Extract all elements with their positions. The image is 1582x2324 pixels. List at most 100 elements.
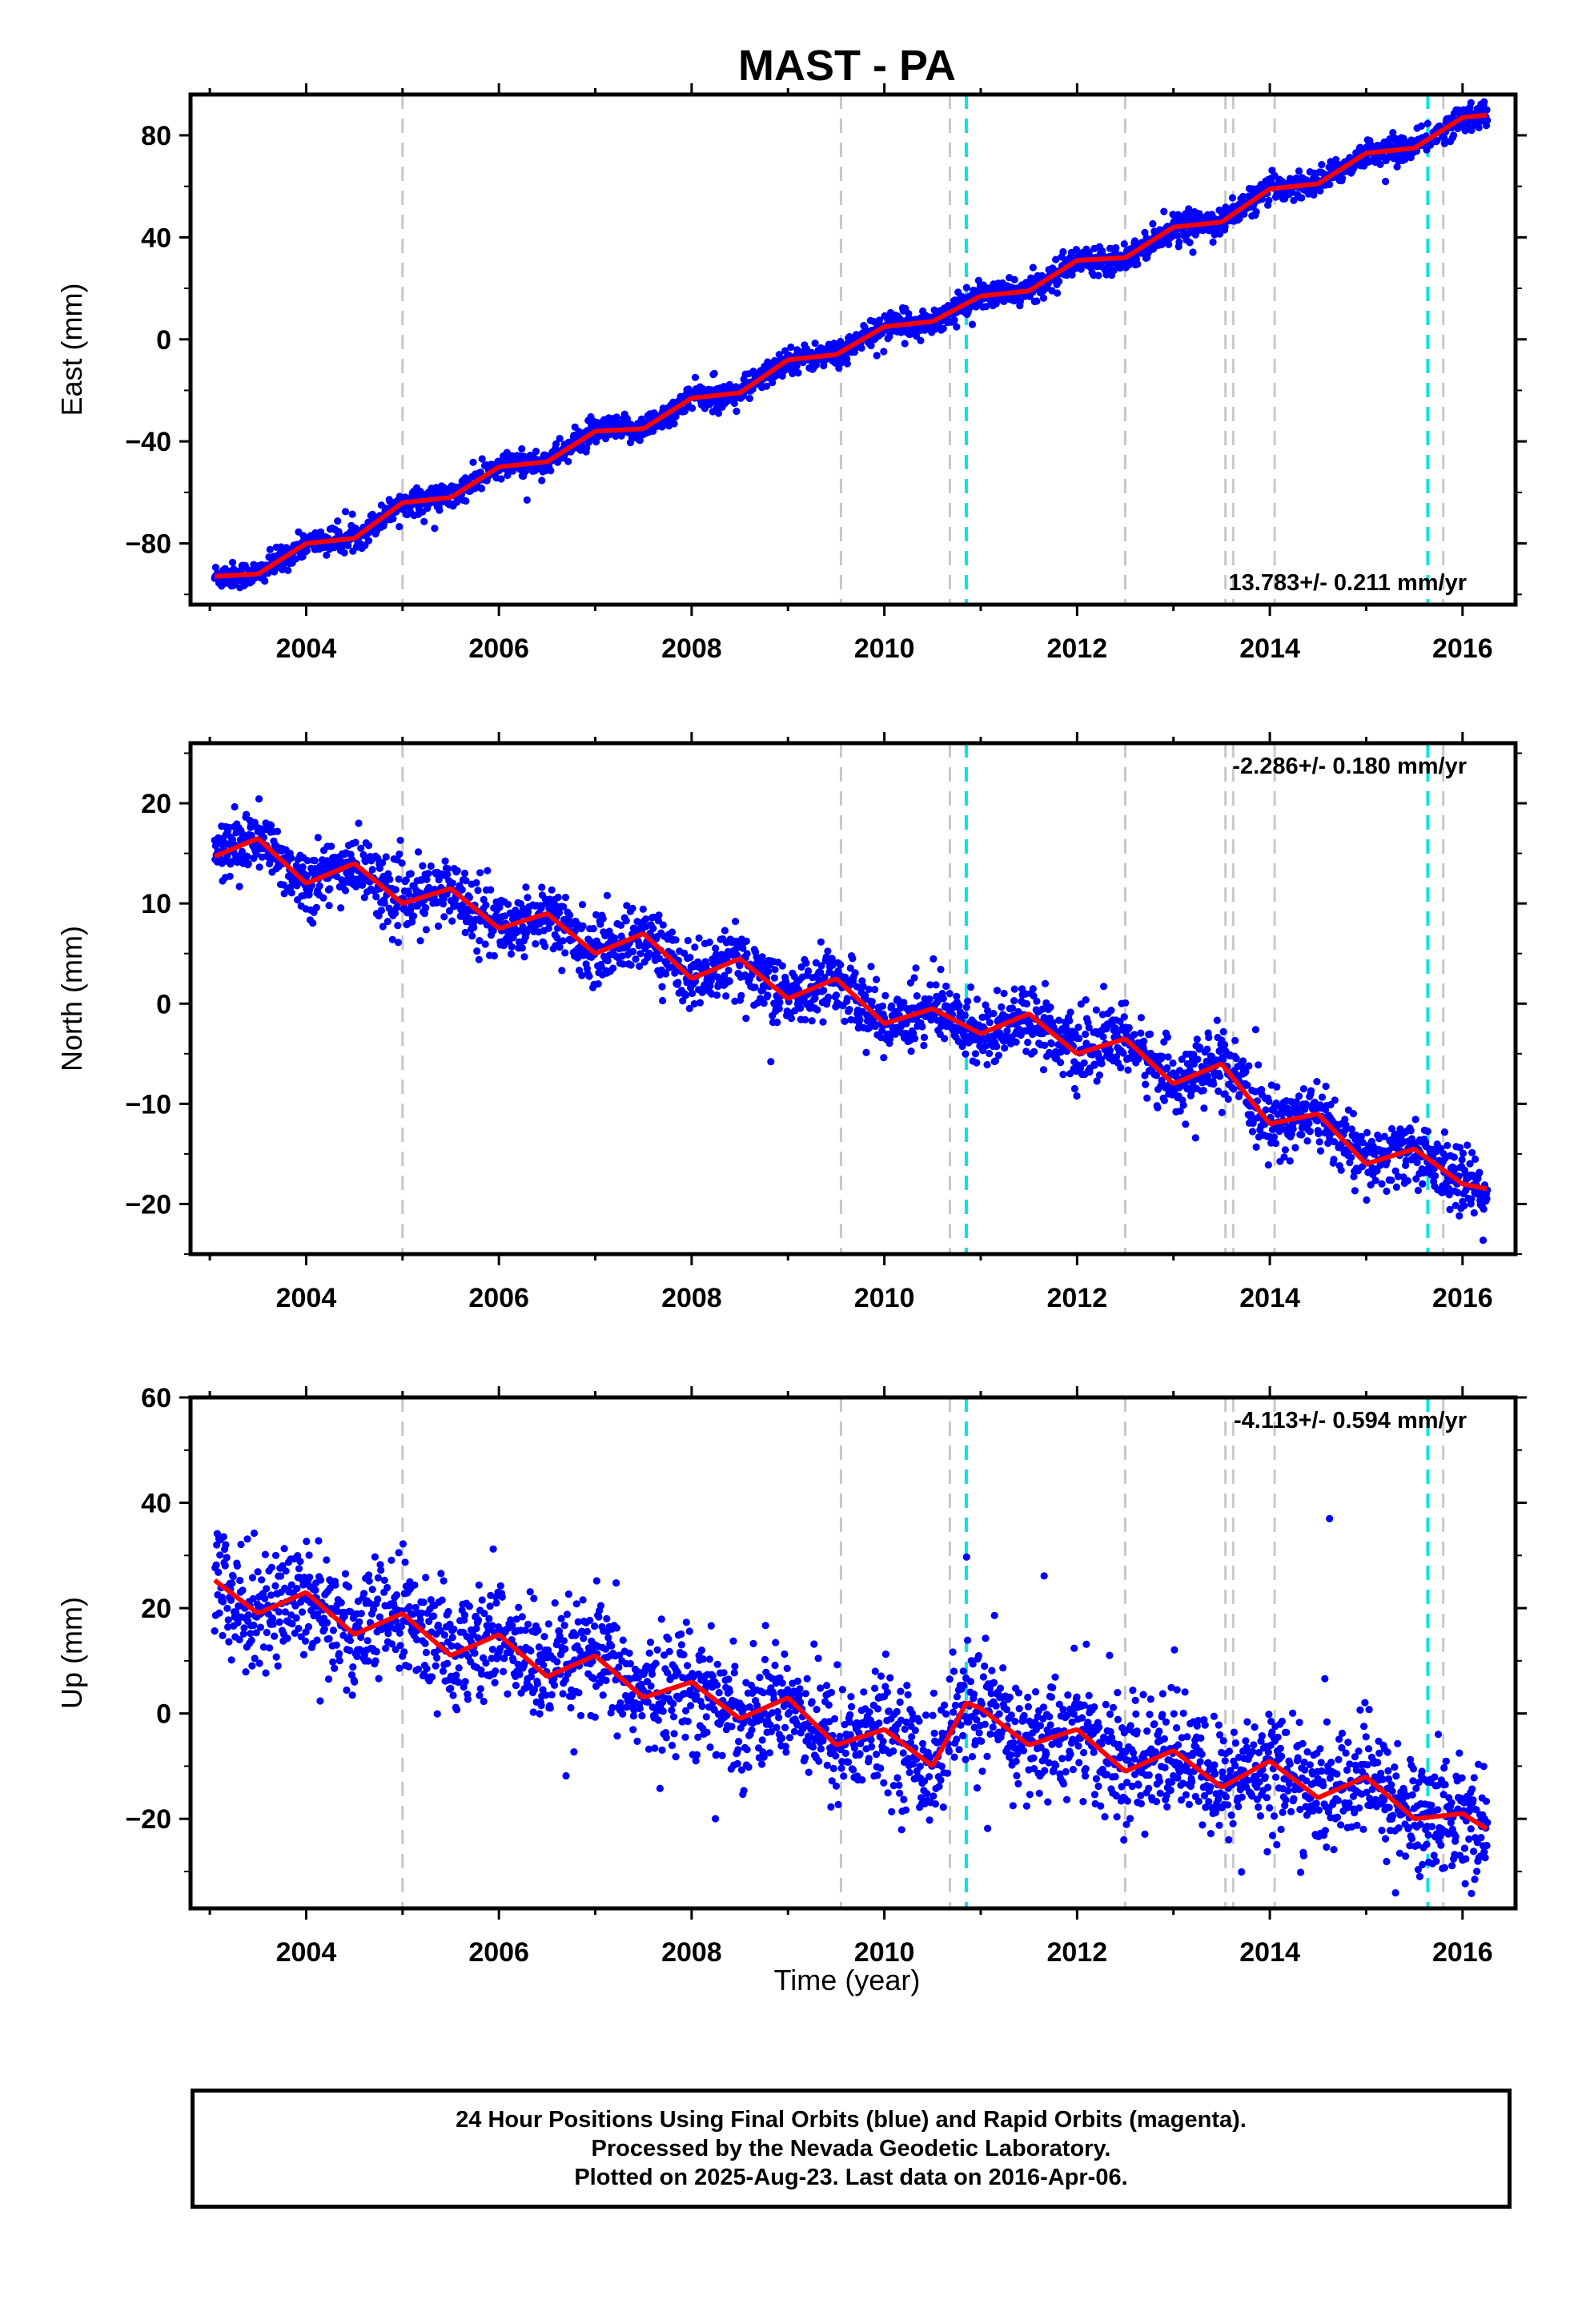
position-point <box>344 541 352 549</box>
position-point <box>1262 1106 1270 1114</box>
position-point <box>523 496 531 505</box>
position-point <box>1033 297 1041 305</box>
position-point <box>1077 265 1085 273</box>
position-point <box>424 870 432 878</box>
position-point <box>431 525 439 533</box>
position-point <box>686 954 694 962</box>
position-point <box>1001 1044 1009 1052</box>
position-point <box>1454 1188 1462 1196</box>
position-point <box>1041 979 1050 987</box>
position-point <box>476 869 484 877</box>
position-point <box>793 362 801 370</box>
position-point <box>382 853 390 861</box>
position-point <box>552 440 560 448</box>
position-point <box>250 1529 259 1538</box>
position-point <box>1117 1063 1125 1072</box>
position-point <box>1158 1052 1166 1060</box>
position-point <box>391 909 400 917</box>
position-point <box>1122 999 1130 1007</box>
y-tick-label: 10 <box>141 889 171 919</box>
position-point <box>556 943 564 951</box>
position-point <box>481 940 489 948</box>
position-point <box>900 999 908 1007</box>
position-point <box>247 831 255 839</box>
position-point <box>656 955 664 963</box>
position-point <box>476 937 484 945</box>
position-point <box>850 348 859 356</box>
position-point <box>1130 237 1139 245</box>
position-point <box>453 866 461 875</box>
position-point <box>395 875 403 883</box>
position-point <box>670 420 678 428</box>
position-point <box>702 961 710 969</box>
position-point <box>303 857 311 865</box>
velocity-label: -2.286+/- 0.180 mm/yr <box>1232 754 1467 779</box>
position-point <box>658 983 666 991</box>
position-point <box>589 925 597 933</box>
position-point <box>907 1047 915 1055</box>
position-point <box>1315 1138 1323 1146</box>
position-point <box>998 1003 1006 1011</box>
position-point <box>1068 271 1076 279</box>
position-point <box>578 901 587 909</box>
position-point <box>244 1611 252 1619</box>
position-point <box>478 455 486 463</box>
position-point <box>592 911 600 919</box>
position-point <box>1350 1172 1358 1180</box>
position-point <box>462 877 470 885</box>
position-point <box>558 967 566 975</box>
position-point <box>857 344 865 352</box>
position-point <box>926 981 934 989</box>
position-point <box>508 943 516 951</box>
position-point <box>690 999 698 1008</box>
position-point <box>659 996 667 1005</box>
position-point <box>458 886 466 894</box>
position-point <box>1298 194 1306 202</box>
position-point <box>1445 1184 1453 1192</box>
position-point <box>266 545 274 553</box>
position-point <box>1158 1076 1166 1084</box>
position-point <box>1460 1202 1468 1210</box>
position-point <box>1221 1041 1229 1049</box>
position-point <box>955 1002 963 1010</box>
position-point <box>1295 167 1303 175</box>
position-point <box>1107 1007 1115 1015</box>
x-tick-label: 2004 <box>276 633 337 664</box>
position-point <box>1024 1039 1032 1047</box>
position-point <box>400 903 408 911</box>
position-point <box>1185 205 1193 213</box>
position-point <box>1091 1060 1099 1068</box>
position-point <box>1483 106 1491 114</box>
position-point <box>689 404 697 412</box>
position-point <box>337 904 345 912</box>
position-point <box>1125 1023 1133 1031</box>
position-point <box>1305 1120 1313 1128</box>
position-point <box>1307 1087 1315 1095</box>
position-point <box>1411 1116 1419 1124</box>
position-point <box>252 1629 260 1637</box>
position-point <box>1475 123 1483 131</box>
position-point <box>961 1011 969 1019</box>
position-point <box>391 886 400 894</box>
position-point <box>926 995 934 1003</box>
position-point <box>691 943 699 951</box>
position-point <box>1038 1005 1046 1013</box>
position-point <box>1047 1039 1055 1047</box>
position-point <box>1057 1059 1065 1067</box>
position-point <box>878 1002 887 1010</box>
position-point <box>394 922 402 930</box>
position-point <box>773 1019 781 1027</box>
position-point <box>252 850 260 858</box>
model-fit-line <box>214 112 1488 579</box>
position-point <box>1149 219 1157 228</box>
position-point <box>380 899 388 907</box>
position-point <box>865 985 873 993</box>
position-point <box>383 918 391 926</box>
position-point <box>713 951 721 959</box>
position-point <box>764 967 773 975</box>
position-point <box>538 476 546 485</box>
position-point <box>1030 991 1038 1000</box>
x-tick-label: 2008 <box>661 1283 722 1313</box>
position-point <box>966 983 975 991</box>
position-point <box>490 951 499 960</box>
